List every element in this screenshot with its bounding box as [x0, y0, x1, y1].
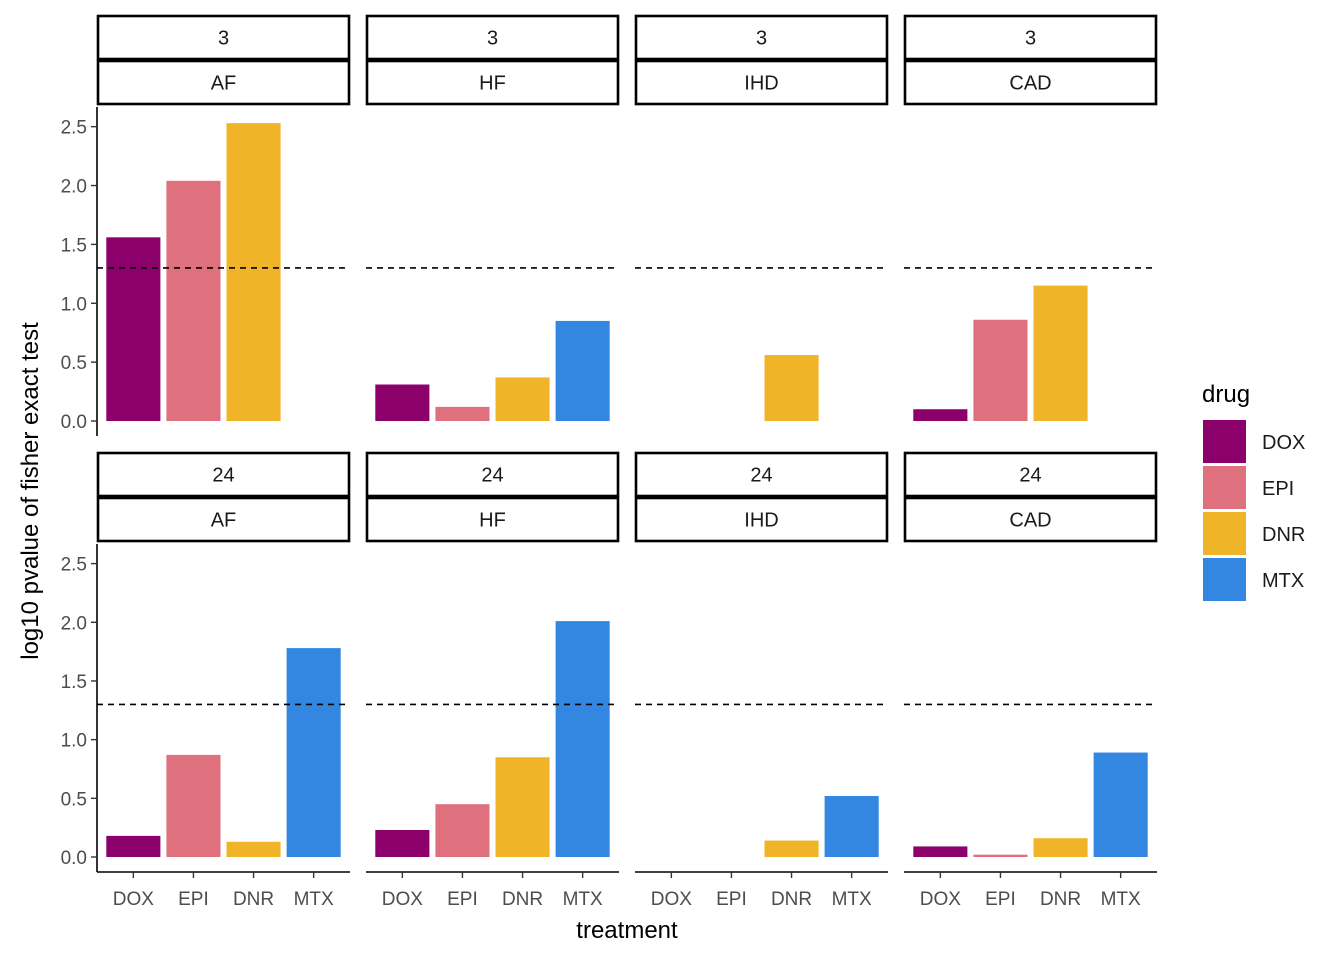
x-tick-label: MTX	[563, 889, 603, 910]
bar-mtx	[286, 648, 341, 857]
bar-dox	[375, 384, 430, 421]
y-tick-label: 0.5	[61, 789, 87, 810]
bar-dox	[913, 409, 968, 421]
bar-dnr	[226, 841, 281, 857]
bar-dnr	[226, 123, 281, 422]
facet-strip-time	[365, 451, 620, 498]
facet-label-time: 3	[487, 28, 498, 50]
legend-label: EPI	[1262, 478, 1294, 500]
bar-dox	[106, 835, 161, 857]
facet-label-group: HF	[479, 73, 506, 95]
x-tick-label: MTX	[1101, 889, 1141, 910]
bar-dox	[106, 237, 161, 421]
x-tick-label: DNR	[1040, 889, 1081, 910]
x-tick-label: DOX	[113, 889, 155, 910]
facet-strip-group	[903, 59, 1158, 106]
x-tick-label: DNR	[233, 889, 274, 910]
y-tick-label: 0.5	[61, 353, 87, 374]
facet-strip-time	[634, 14, 889, 61]
facet-label-group: CAD	[1009, 73, 1051, 95]
x-tick-label: EPI	[178, 889, 209, 910]
bar-dox	[375, 830, 430, 857]
legend-key-mtx	[1203, 558, 1246, 601]
facet-label-time: 24	[212, 465, 234, 487]
facet-label-time: 24	[1019, 465, 1041, 487]
y-tick-label: 2.5	[61, 118, 87, 139]
facet-strip-time	[634, 451, 889, 498]
bar-mtx	[824, 795, 879, 857]
x-tick-label: DNR	[502, 889, 543, 910]
bar-epi	[435, 406, 490, 421]
facet-strip-group	[96, 496, 351, 543]
facet-strip-group	[365, 496, 620, 543]
legend-title: drug	[1202, 381, 1250, 408]
bar-dnr	[764, 355, 819, 421]
x-tick-label: DOX	[382, 889, 424, 910]
bar-dnr	[764, 840, 819, 857]
y-tick-label: 2.0	[61, 613, 87, 634]
bar-dnr	[1033, 285, 1088, 421]
facet-strip-group	[96, 59, 351, 106]
facet-label-time: 3	[218, 28, 229, 50]
legend-key-dnr	[1203, 512, 1246, 555]
bar-epi	[973, 319, 1028, 421]
y-tick-label: 2.5	[61, 555, 87, 576]
facet-label-group: IHD	[744, 73, 778, 95]
facet-strip-group	[634, 59, 889, 106]
bar-mtx	[555, 320, 610, 421]
y-tick-label: 2.0	[61, 177, 87, 198]
x-tick-label: EPI	[447, 889, 478, 910]
facet-strip-group	[903, 496, 1158, 543]
facet-strip-time	[903, 14, 1158, 61]
x-tick-label: EPI	[985, 889, 1016, 910]
bar-mtx	[1093, 752, 1148, 857]
x-tick-label: MTX	[294, 889, 334, 910]
y-axis-title: log10 pvalue of fisher exact test	[17, 322, 44, 660]
facet-strip-time	[96, 14, 351, 61]
y-tick-label: 0.0	[61, 412, 87, 433]
facet-label-time: 24	[481, 465, 503, 487]
facet-label-time: 3	[1025, 28, 1036, 50]
facet-label-group: HF	[479, 510, 506, 532]
y-tick-label: 0.0	[61, 848, 87, 869]
bar-dnr	[495, 757, 550, 857]
legend-label: MTX	[1262, 570, 1304, 592]
bar-epi	[973, 854, 1028, 857]
facet-strip-group	[365, 59, 620, 106]
facet-label-group: CAD	[1009, 510, 1051, 532]
y-tick-label: 1.5	[61, 672, 87, 693]
legend-key-epi	[1203, 466, 1246, 509]
bar-dnr	[495, 377, 550, 421]
facet-strip-time	[903, 451, 1158, 498]
facet-strip-time	[96, 451, 351, 498]
bar-epi	[166, 180, 221, 421]
legend-label: DOX	[1262, 432, 1305, 454]
facet-label-group: AF	[211, 510, 237, 532]
bar-epi	[435, 804, 490, 857]
x-tick-label: DNR	[771, 889, 812, 910]
x-tick-label: DOX	[920, 889, 962, 910]
y-tick-label: 1.0	[61, 731, 87, 752]
facet-strip-time	[365, 14, 620, 61]
y-tick-label: 1.5	[61, 235, 87, 256]
x-tick-label: MTX	[832, 889, 872, 910]
bar-dnr	[1033, 838, 1088, 857]
facet-label-group: AF	[211, 73, 237, 95]
facet-label-time: 24	[750, 465, 772, 487]
bar-dox	[913, 846, 968, 857]
bar-mtx	[555, 621, 610, 857]
x-tick-label: DOX	[651, 889, 693, 910]
legend-label: DNR	[1262, 524, 1305, 546]
bar-epi	[166, 754, 221, 857]
y-tick-label: 1.0	[61, 294, 87, 315]
x-tick-label: EPI	[716, 889, 747, 910]
facet-label-time: 3	[756, 28, 767, 50]
facet-label-group: IHD	[744, 510, 778, 532]
x-axis-title: treatment	[576, 917, 678, 944]
legend-key-dox	[1203, 420, 1246, 463]
facet-strip-group	[634, 496, 889, 543]
